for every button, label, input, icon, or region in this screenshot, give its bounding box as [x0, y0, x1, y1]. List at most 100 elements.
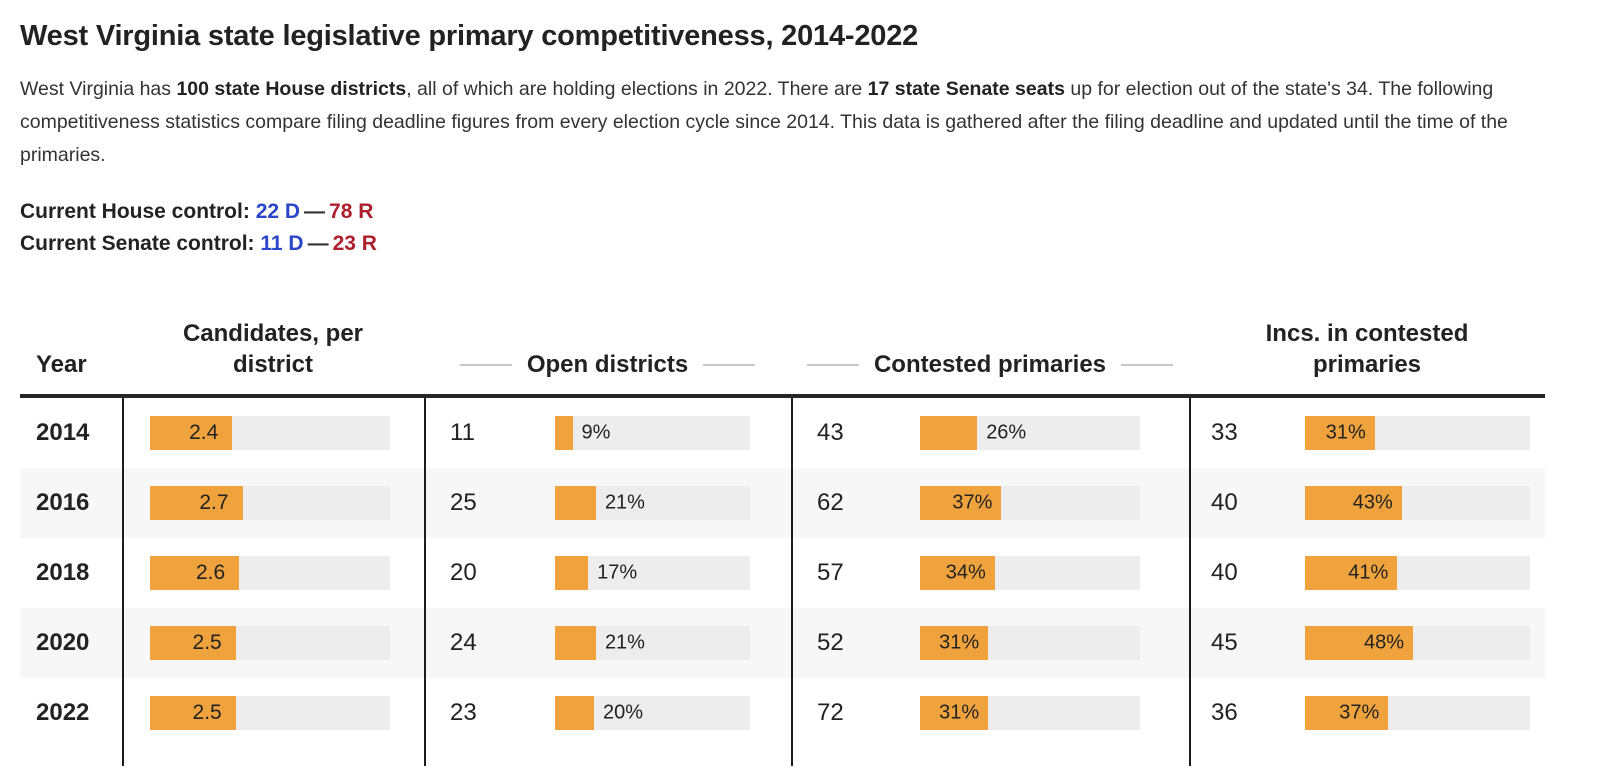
open-districts-bar-track: 21% — [555, 486, 750, 520]
candidates-bar — [150, 416, 233, 450]
candidates-bar-track: 2.7 — [150, 486, 390, 520]
row-year: 2016 — [36, 489, 90, 516]
open-districts-bar-track: 9% — [555, 416, 750, 450]
header-dash-rule — [1121, 364, 1174, 367]
house-control-label: Current House control: — [20, 200, 250, 223]
house-districts-bold: 100 state House districts — [176, 78, 407, 100]
open-districts-bar-track: 21% — [555, 626, 750, 660]
intro-text: West Virginia has — [20, 78, 177, 100]
contested-primaries-cell: 52 31% — [791, 626, 1189, 660]
open-districts-count: 11 — [450, 419, 475, 446]
contested-primaries-count: 43 — [817, 419, 844, 446]
candidates-bar-track: 2.6 — [150, 556, 390, 590]
contested-primaries-pct-label: 31% — [939, 701, 980, 724]
senate-rep-count: 23 R — [332, 232, 377, 255]
table-row: 2022 2.5 23 20% 72 31% 36 — [20, 678, 1545, 748]
candidates-bar-track: 2.5 — [150, 626, 390, 660]
open-districts-cell: 11 9% — [424, 416, 791, 450]
open-districts-pct-label: 20% — [603, 701, 644, 724]
contested-primaries-bar-track: 26% — [920, 416, 1140, 450]
row-year: 2020 — [36, 629, 90, 656]
contested-primaries-bar — [920, 626, 989, 660]
contested-primaries-bar — [920, 556, 995, 590]
column-header-candidates: Candidates, per district — [182, 319, 364, 379]
senate-dem-count: 11 D — [260, 232, 304, 255]
incs-contested-bar-track: 37% — [1305, 696, 1530, 730]
house-control-line: Current House control: 22 D —78 R — [20, 196, 1580, 228]
incs-contested-pct-label: 48% — [1363, 631, 1404, 654]
open-districts-bar — [555, 696, 594, 730]
open-districts-bar-track: 17% — [555, 556, 750, 590]
incs-contested-bar — [1305, 626, 1413, 660]
column-header-year: Year — [36, 351, 87, 379]
table-body: 2014 2.4 11 9% 43 26% 33 — [20, 394, 1545, 766]
year-cell: 2014 — [20, 419, 122, 447]
intro-text: , all of which are holding elections in … — [406, 78, 868, 100]
table-row: 2020 2.5 24 21% 52 31% 45 — [20, 608, 1545, 678]
header-dash-rule — [459, 364, 512, 367]
year-cell: 2020 — [20, 629, 122, 657]
candidates-bar — [150, 486, 243, 520]
contested-primaries-pct-label: 31% — [939, 631, 980, 654]
incs-contested-count: 45 — [1211, 629, 1238, 656]
column-header-incs-contested: Incs. in contested primaries — [1265, 319, 1469, 379]
contested-primaries-bar-track: 34% — [920, 556, 1140, 590]
open-districts-bar-track: 20% — [555, 696, 750, 730]
incs-contested-cell: 36 37% — [1189, 696, 1545, 730]
table-row: 2014 2.4 11 9% 43 26% 33 — [20, 398, 1545, 468]
table-header-row: Year Candidates, per district Open distr… — [20, 298, 1545, 394]
intro-paragraph: West Virginia has 100 state House distri… — [20, 73, 1568, 172]
incs-contested-bar — [1305, 556, 1398, 590]
column-header-open-districts: Open districts — [459, 349, 756, 381]
contested-primaries-pct-label: 34% — [945, 561, 986, 584]
year-cell: 2022 — [20, 699, 122, 727]
incs-contested-count: 40 — [1211, 489, 1238, 516]
open-districts-cell: 20 17% — [424, 556, 791, 590]
incs-contested-bar-track: 41% — [1305, 556, 1530, 590]
open-districts-cell: 23 20% — [424, 696, 791, 730]
incs-contested-count: 40 — [1211, 559, 1238, 586]
incs-contested-bar — [1305, 696, 1389, 730]
contested-primaries-count: 57 — [817, 559, 844, 586]
open-districts-bar — [555, 486, 596, 520]
table-row: 2018 2.6 20 17% 57 34% 40 — [20, 538, 1545, 608]
candidates-bar — [150, 626, 236, 660]
incs-contested-cell: 33 31% — [1189, 416, 1545, 450]
candidates-bar-value: 2.6 — [195, 561, 226, 584]
candidates-bar — [150, 556, 240, 590]
candidates-bar-value: 2.7 — [199, 491, 229, 514]
incs-contested-count: 33 — [1211, 419, 1238, 446]
open-districts-pct-label: 21% — [604, 631, 645, 654]
control-summary: Current House control: 22 D —78 R Current… — [20, 196, 1580, 260]
candidates-bar-value: 2.5 — [192, 701, 222, 724]
open-districts-count: 23 — [450, 699, 477, 726]
candidates-bar-track: 2.5 — [150, 696, 390, 730]
candidates-cell: 2.5 — [122, 626, 424, 660]
contested-primaries-cell: 72 31% — [791, 696, 1189, 730]
candidates-bar — [150, 696, 236, 730]
incs-contested-cell: 40 43% — [1189, 486, 1545, 520]
row-year: 2018 — [36, 559, 90, 586]
open-districts-pct-label: 9% — [581, 421, 611, 444]
header-dash-rule — [703, 364, 756, 367]
row-year: 2014 — [36, 419, 90, 446]
em-dash: — — [307, 232, 329, 255]
incs-contested-bar-track: 48% — [1305, 626, 1530, 660]
em-dash: — — [304, 200, 326, 223]
candidates-cell: 2.7 — [122, 486, 424, 520]
row-year: 2022 — [36, 699, 90, 726]
contested-primaries-cell: 62 37% — [791, 486, 1189, 520]
open-districts-bar — [555, 416, 573, 450]
candidates-bar-value: 2.5 — [192, 631, 222, 654]
incs-contested-cell: 45 48% — [1189, 626, 1545, 660]
year-cell: 2018 — [20, 559, 122, 587]
contested-primaries-count: 72 — [817, 699, 844, 726]
senate-seats-bold: 17 state Senate seats — [867, 78, 1065, 100]
open-districts-pct-label: 21% — [604, 491, 645, 514]
contested-primaries-bar-track: 37% — [920, 486, 1140, 520]
house-dem-count: 22 D — [255, 200, 301, 223]
contested-primaries-count: 62 — [817, 489, 844, 516]
incs-contested-count: 36 — [1211, 699, 1238, 726]
column-header-contested-primaries: Contested primaries — [806, 349, 1174, 381]
contested-primaries-pct-label: 26% — [986, 421, 1027, 444]
